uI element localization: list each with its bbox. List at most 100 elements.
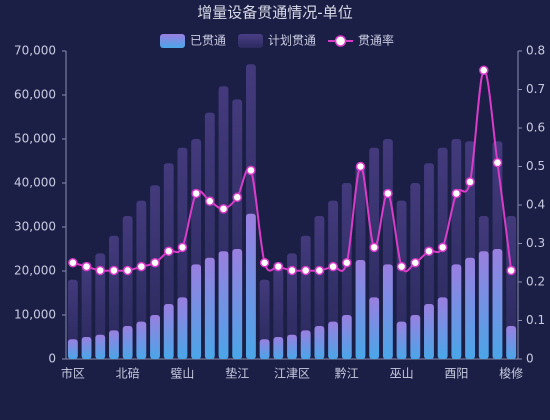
x-tick-label: 江津区: [274, 367, 310, 381]
rate-point: [177, 242, 188, 253]
plan-bar: [410, 183, 421, 359]
rate-point: [81, 261, 92, 272]
legend-label: 贯通率: [358, 33, 394, 48]
y-tick-label: 0: [48, 352, 56, 366]
done-bar: [341, 315, 352, 359]
rate-point: [424, 246, 434, 256]
rate-point: [246, 165, 256, 176]
done-bar: [478, 251, 489, 359]
y-tick-label: 40,000: [14, 176, 56, 190]
chart-title: 增量设备贯通情况-单位: [197, 4, 352, 22]
done-bar: [95, 334, 106, 359]
rate-point: [232, 192, 242, 203]
x-tick-label: 垫江: [225, 366, 249, 381]
rate-point: [191, 188, 201, 199]
y2-tick-label: 0.1: [526, 313, 545, 327]
plan-bar: [273, 262, 284, 359]
legend-swatch: [334, 35, 347, 47]
y2-tick-label: 0.2: [526, 275, 545, 289]
y2-tick-label: 0.4: [526, 198, 545, 212]
done-bar: [506, 326, 517, 359]
rate-point: [122, 265, 133, 276]
rate-point: [150, 258, 160, 268]
plan-bar: [81, 262, 92, 359]
y-tick-label: 60,000: [14, 88, 56, 102]
done-bar: [369, 297, 380, 359]
y-tick-label: 30,000: [14, 220, 56, 234]
y2-tick-label: 0: [526, 352, 534, 366]
y2-tick-label: 0.8: [526, 44, 545, 58]
rate-point: [328, 261, 338, 272]
y2-tick-label: 0.6: [526, 121, 545, 135]
rate-point: [506, 265, 516, 276]
x-tick-label: 巫山: [390, 367, 414, 381]
done-bar: [191, 264, 202, 359]
rate-point: [136, 261, 147, 272]
rate-point: [259, 258, 270, 268]
y2-tick-label: 0.7: [526, 82, 545, 96]
rate-point: [437, 242, 448, 253]
plan-bar: [287, 253, 297, 359]
rate-point: [205, 196, 215, 206]
rate-point: [342, 258, 352, 268]
done-bar: [287, 334, 297, 359]
done-bar: [465, 257, 475, 359]
plan-bar: [95, 253, 106, 359]
plan-bar: [314, 216, 325, 359]
legend-swatch: [238, 34, 264, 48]
y-tick-label: 50,000: [14, 132, 56, 146]
x-tick-label: 酉阳: [444, 367, 468, 381]
plan-bar: [396, 200, 407, 359]
done-bar: [204, 257, 215, 359]
done-bar: [410, 315, 421, 359]
rate-point: [410, 258, 421, 268]
y2-tick-label: 0.3: [526, 236, 545, 250]
done-bar: [382, 264, 393, 359]
rate-point: [68, 258, 78, 268]
plan-bar: [136, 200, 147, 359]
plan-bar: [328, 200, 339, 359]
rate-point: [383, 188, 393, 199]
rate-point: [163, 246, 174, 256]
legend-label: 已贯通: [190, 34, 226, 48]
rate-point: [95, 265, 105, 276]
done-bar: [396, 321, 407, 359]
rate-point: [300, 265, 311, 276]
plan-bar: [122, 216, 133, 359]
rate-point: [492, 157, 503, 168]
plan-bar: [67, 279, 78, 359]
plan-bar: [259, 279, 270, 359]
done-bar: [122, 326, 133, 359]
done-bar: [273, 337, 284, 359]
y-tick-label: 20,000: [14, 264, 56, 278]
done-bar: [245, 213, 256, 359]
rate-point: [369, 242, 379, 253]
done-bar: [437, 297, 448, 359]
done-bar: [492, 249, 503, 359]
rate-point: [355, 161, 366, 172]
done-bar: [67, 339, 78, 359]
x-tick-label: 北碚: [116, 366, 140, 381]
rate-point: [109, 265, 119, 276]
x-tick-label: 市区: [61, 366, 85, 381]
done-bar: [259, 339, 270, 359]
rate-point: [218, 204, 229, 214]
done-bar: [150, 315, 160, 359]
x-tick-label: 梭修: [499, 366, 523, 381]
rate-point: [314, 265, 325, 276]
done-bar: [218, 251, 229, 359]
rate-point: [287, 265, 297, 276]
done-bar: [451, 264, 462, 359]
y2-tick-label: 0.5: [526, 159, 545, 173]
done-bar: [109, 330, 119, 359]
x-tick-label: 璧山: [170, 366, 194, 381]
done-bar: [136, 321, 147, 359]
done-bar: [81, 337, 92, 359]
rate-point: [451, 188, 462, 199]
rate-point: [465, 177, 475, 187]
done-bar: [163, 304, 174, 359]
y-tick-label: 70,000: [14, 44, 56, 58]
legend-swatch: [160, 34, 185, 48]
plan-bar: [341, 183, 352, 359]
